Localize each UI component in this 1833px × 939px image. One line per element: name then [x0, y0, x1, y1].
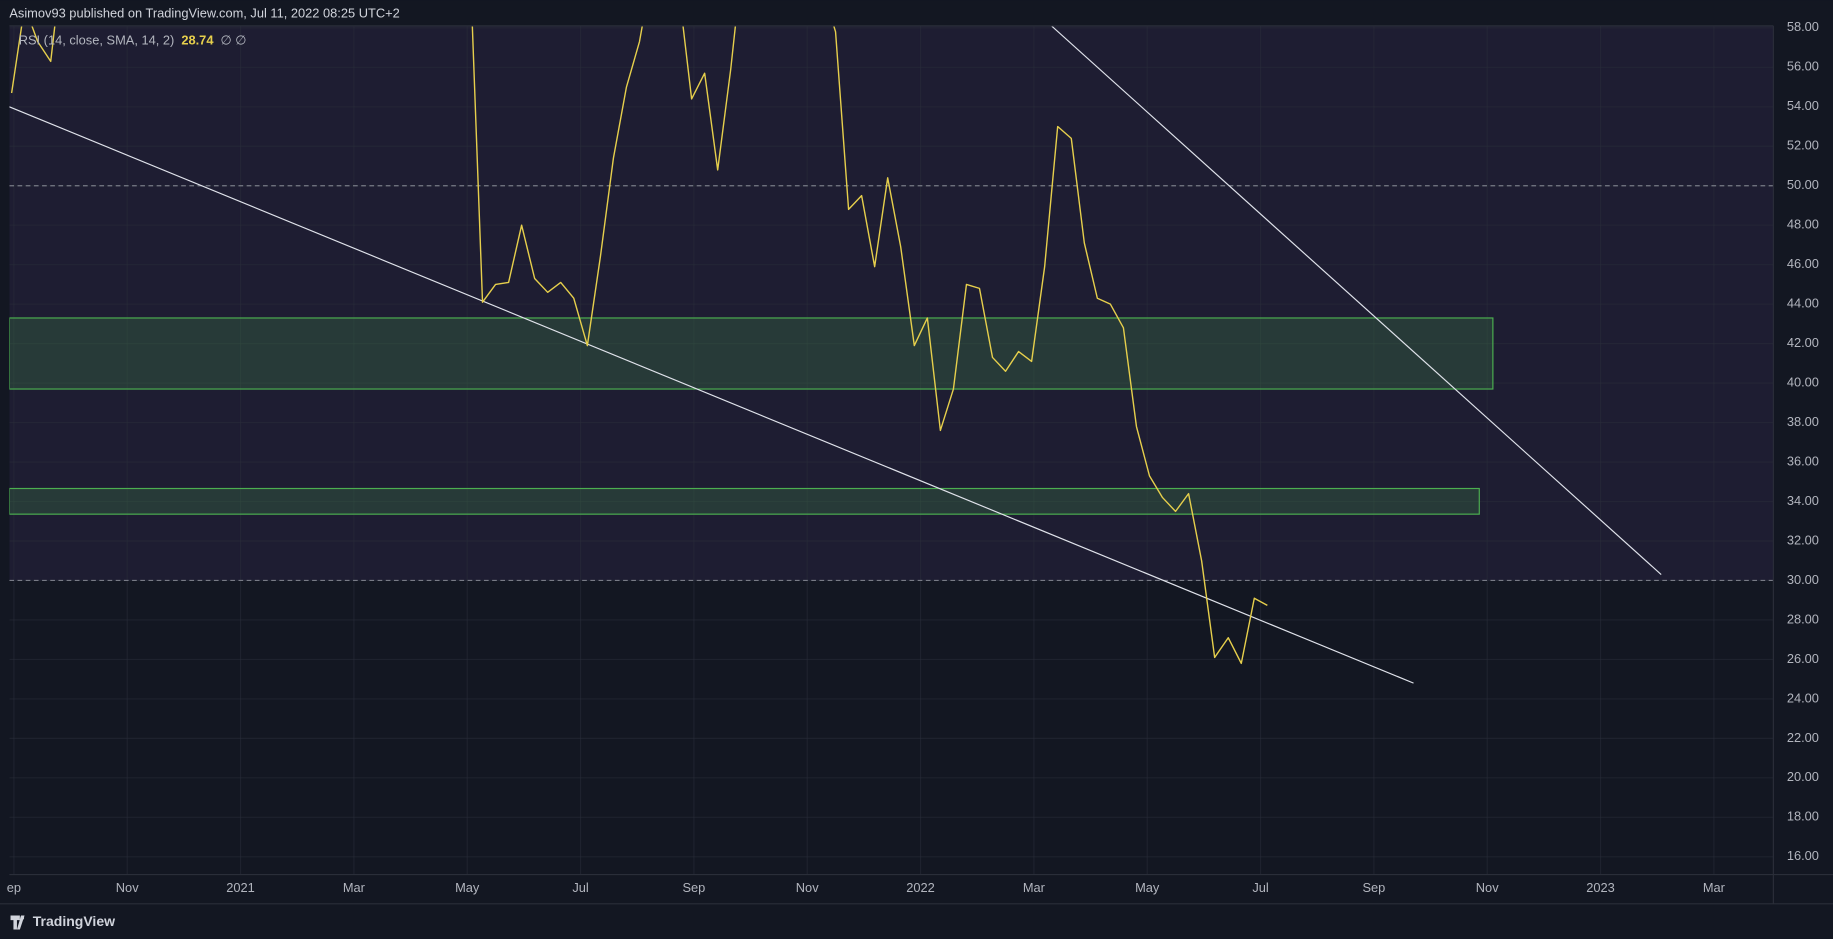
- y-tick-label: 56.00: [1787, 59, 1819, 74]
- x-tick-label: Mar: [1023, 880, 1046, 895]
- y-tick-label: 28.00: [1787, 611, 1819, 626]
- x-tick-label: Jul: [1252, 880, 1268, 895]
- y-tick-label: 34.00: [1787, 493, 1819, 508]
- x-tick-label: May: [455, 880, 480, 895]
- trendline: [9, 106, 1414, 684]
- y-tick-label: 24.00: [1787, 690, 1819, 705]
- y-tick-label: 40.00: [1787, 374, 1819, 389]
- y-tick-label: 38.00: [1787, 414, 1819, 429]
- brand-name: TradingView: [33, 913, 115, 929]
- y-tick-label: 52.00: [1787, 138, 1819, 153]
- y-tick-label: 48.00: [1787, 217, 1819, 232]
- legend-extra: ∅ ∅: [221, 32, 247, 47]
- support-zone: [9, 487, 1480, 515]
- y-tick-label: 46.00: [1787, 256, 1819, 271]
- logo-dot: [20, 915, 25, 920]
- y-tick-label: 36.00: [1787, 453, 1819, 468]
- x-tick-label: Sep: [682, 880, 705, 895]
- x-tick-label: 2022: [906, 880, 935, 895]
- y-tick-label: 16.00: [1787, 848, 1819, 863]
- x-tick-label: Mar: [343, 880, 366, 895]
- plot-area: [9, 25, 1774, 875]
- header-text: Asimov93 published on TradingView.com, J…: [9, 6, 399, 21]
- y-tick-label: 18.00: [1787, 809, 1819, 824]
- x-tick-label: 2021: [226, 880, 255, 895]
- y-tick-label: 50.00: [1787, 177, 1819, 192]
- y-tick-label: 32.00: [1787, 532, 1819, 547]
- x-tick-label: Jul: [572, 880, 588, 895]
- y-tick-label: 30.00: [1787, 572, 1819, 587]
- y-tick-label: 22.00: [1787, 730, 1819, 745]
- y-tick-label: 26.00: [1787, 651, 1819, 666]
- x-tick-label: ep: [7, 880, 21, 895]
- y-tick-label: 44.00: [1787, 296, 1819, 311]
- legend-value: 28.74: [181, 32, 214, 47]
- y-tick-label: 58.00: [1787, 19, 1819, 34]
- rsi-line: [10, 25, 1268, 665]
- y-tick-label: 20.00: [1787, 769, 1819, 784]
- x-tick-label: Nov: [116, 880, 139, 895]
- trendline: [1051, 25, 1662, 575]
- x-tick-label: 2023: [1586, 880, 1615, 895]
- x-tick-label: Nov: [796, 880, 819, 895]
- brand-logo: TradingView: [10, 913, 115, 930]
- legend-name: RSI (14, close, SMA, 14, 2): [19, 32, 175, 47]
- y-tick-label: 42.00: [1787, 335, 1819, 350]
- support-zone: [9, 317, 1494, 390]
- x-tick-label: Nov: [1476, 880, 1499, 895]
- x-tick-label: Mar: [1703, 880, 1726, 895]
- x-tick-label: Sep: [1362, 880, 1385, 895]
- x-tick-label: May: [1135, 880, 1160, 895]
- legend: RSI (14, close, SMA, 14, 2) 28.74 ∅ ∅: [19, 32, 247, 47]
- y-tick-label: 54.00: [1787, 98, 1819, 113]
